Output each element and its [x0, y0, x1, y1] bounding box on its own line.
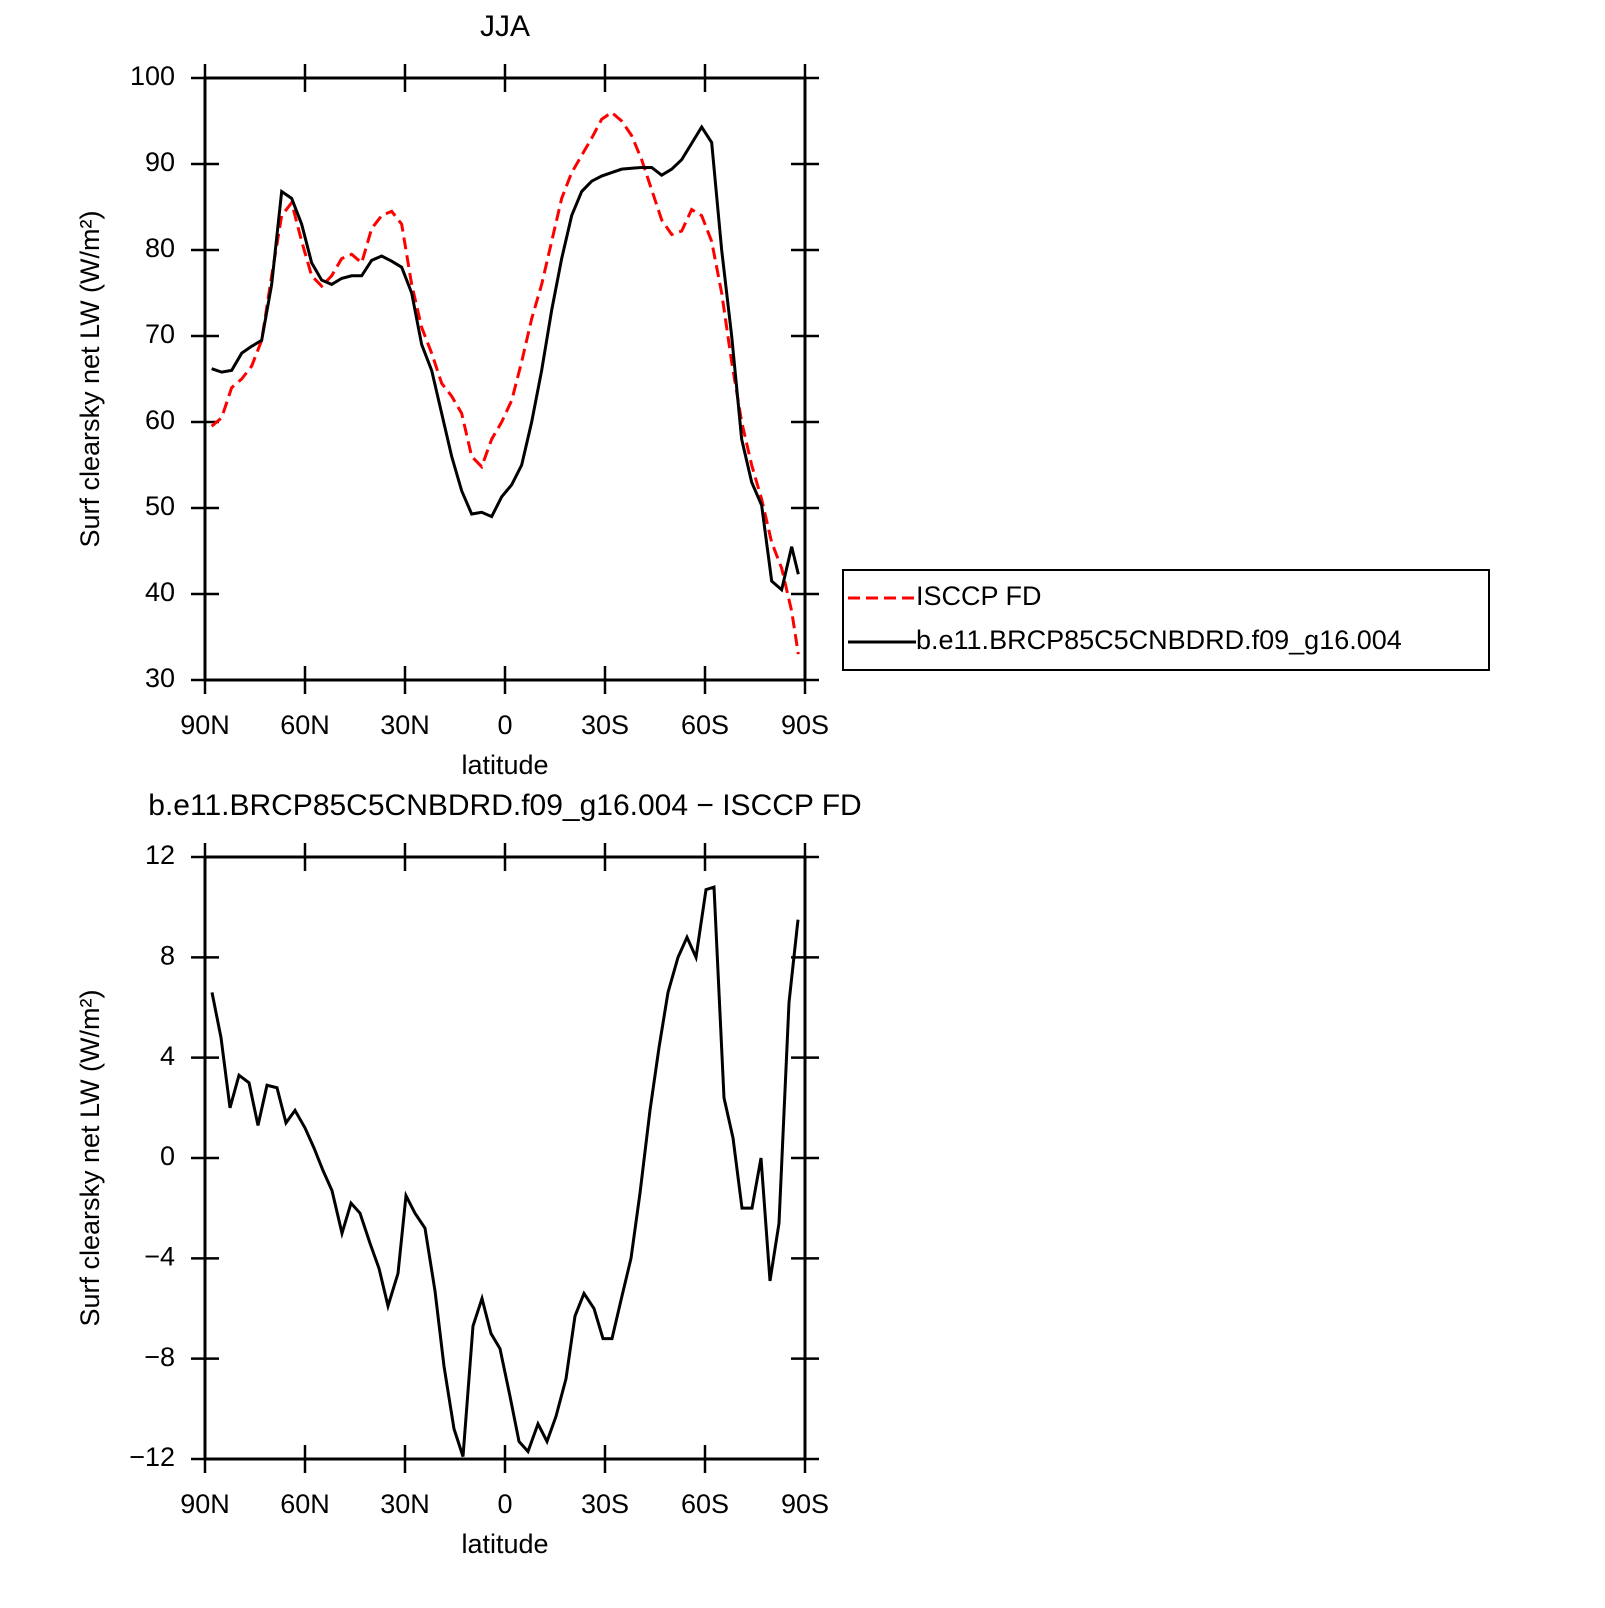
y-tick-label: 12	[145, 840, 175, 870]
x-tick-label: 60S	[681, 1489, 729, 1519]
x-axis-label: latitude	[461, 1529, 548, 1559]
y-axis-label: Surf clearsky net LW (W/m²)	[75, 210, 105, 547]
y-tick-label: 70	[145, 319, 175, 349]
y-tick-label: 30	[145, 663, 175, 693]
x-tick-label: 90S	[781, 1489, 829, 1519]
x-tick-label: 30S	[581, 710, 629, 740]
x-tick-label: 30N	[380, 710, 430, 740]
y-tick-label: 4	[160, 1041, 175, 1071]
x-axis-label: latitude	[461, 750, 548, 780]
legend-label: b.e11.BRCP85C5CNBDRD.f09_g16.004	[916, 625, 1402, 655]
y-tick-label: 90	[145, 147, 175, 177]
plot-frame	[203, 855, 807, 1461]
x-tick-label: 90N	[180, 710, 230, 740]
x-tick-label: 30S	[581, 1489, 629, 1519]
x-tick-label: 90S	[781, 710, 829, 740]
data-line	[210, 885, 800, 1457]
x-tick-label: 0	[497, 1489, 512, 1519]
y-tick-label: 40	[145, 577, 175, 607]
chart-title: JJA	[480, 10, 530, 43]
data-line	[210, 110, 800, 655]
legend-box	[842, 569, 1490, 671]
y-axis-label: Surf clearsky net LW (W/m²)	[75, 989, 105, 1326]
y-tick-label: −12	[129, 1442, 175, 1472]
legend-label: ISCCP FD	[916, 581, 1042, 611]
x-tick-label: 0	[497, 710, 512, 740]
y-tick-label: 0	[160, 1141, 175, 1171]
x-tick-label: 60S	[681, 710, 729, 740]
y-tick-label: 100	[130, 61, 175, 91]
x-tick-label: 60N	[280, 710, 330, 740]
y-tick-label: 50	[145, 491, 175, 521]
x-tick-label: 90N	[180, 1489, 230, 1519]
y-tick-label: 60	[145, 405, 175, 435]
y-tick-label: −8	[144, 1342, 175, 1372]
y-tick-label: 8	[160, 940, 175, 970]
x-tick-label: 30N	[380, 1489, 430, 1519]
data-line	[211, 124, 800, 593]
y-tick-label: 80	[145, 233, 175, 263]
plot-frame	[203, 76, 807, 682]
y-tick-label: −4	[144, 1241, 175, 1271]
chart-title: b.e11.BRCP85C5CNBDRD.f09_g16.004 − ISCCP…	[148, 789, 861, 822]
x-tick-label: 60N	[280, 1489, 330, 1519]
